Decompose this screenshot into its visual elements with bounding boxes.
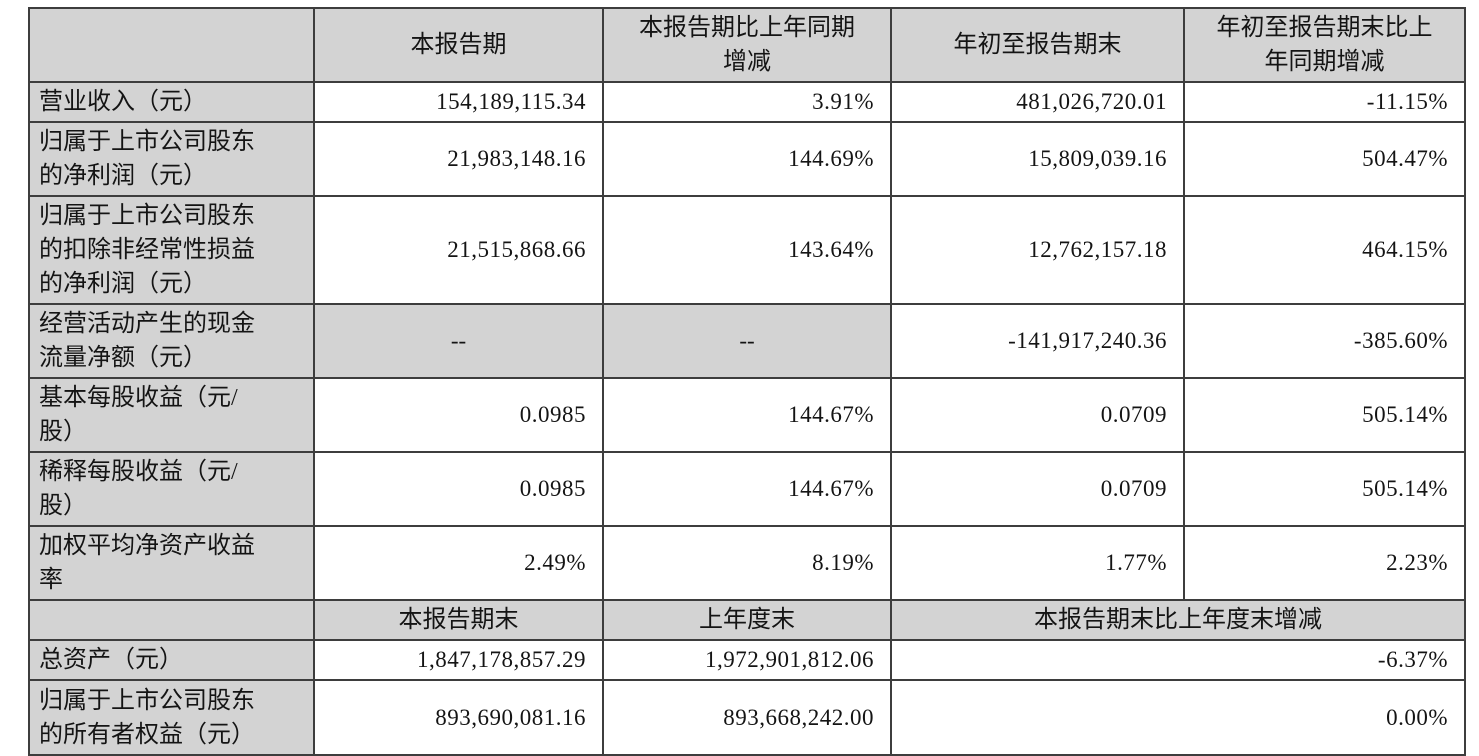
row-label-net-profit-deducted: 归属于上市公司股东 的扣除非经常性损益 的净利润（元）	[28, 195, 315, 305]
row-label-net-profit: 归属于上市公司股东 的净利润（元）	[28, 121, 315, 197]
cell-basic-eps-ytd-yoy: 505.14%	[1183, 377, 1466, 453]
cell-diluted-eps-current: 0.0985	[313, 451, 604, 527]
cell-basic-eps-current-yoy: 144.67%	[602, 377, 892, 453]
table-row: 加权平均净资产收益 率 2.49% 8.19% 1.77% 2.23%	[28, 525, 1466, 601]
cell-equity-prev-year-end: 893,668,242.00	[602, 679, 892, 756]
table-header-row: 本报告期 本报告期比上年同期 增减 年初至报告期末 年初至报告期末比上 年同期增…	[28, 7, 1466, 83]
table-subheader-row: 本报告期末 上年度末 本报告期末比上年度末增减	[28, 599, 1466, 641]
cell-net-profit-ytd: 15,809,039.16	[890, 121, 1185, 197]
cell-diluted-eps-ytd: 0.0709	[890, 451, 1185, 527]
table-row: 归属于上市公司股东 的净利润（元） 21,983,148.16 144.69% …	[28, 121, 1466, 197]
cell-revenue-ytd: 481,026,720.01	[890, 81, 1185, 123]
cell-net-profit-deducted-current: 21,515,868.66	[313, 195, 604, 305]
row-label-diluted-eps: 稀释每股收益（元/ 股）	[28, 451, 315, 527]
table-row: 营业收入（元） 154,189,115.34 3.91% 481,026,720…	[28, 81, 1466, 123]
header-ytd: 年初至报告期末	[890, 7, 1185, 83]
subheader-change: 本报告期末比上年度末增减	[890, 599, 1466, 641]
cell-revenue-current: 154,189,115.34	[313, 81, 604, 123]
row-label-equity: 归属于上市公司股东 的所有者权益（元）	[28, 679, 315, 756]
header-corner-cell	[28, 7, 315, 83]
cell-revenue-current-yoy: 3.91%	[602, 81, 892, 123]
header-current-period-yoy: 本报告期比上年同期 增减	[602, 7, 892, 83]
row-label-weighted-roe: 加权平均净资产收益 率	[28, 525, 315, 601]
cell-diluted-eps-ytd-yoy: 505.14%	[1183, 451, 1466, 527]
cell-equity-change: 0.00%	[890, 679, 1466, 756]
cell-total-assets-prev-year-end: 1,972,901,812.06	[602, 639, 892, 681]
header-current-period: 本报告期	[313, 7, 604, 83]
cell-operating-cash-flow-current: --	[313, 303, 604, 379]
financial-summary-table: 本报告期 本报告期比上年同期 增减 年初至报告期末 年初至报告期末比上 年同期增…	[28, 7, 1466, 756]
table-row: 归属于上市公司股东 的扣除非经常性损益 的净利润（元） 21,515,868.6…	[28, 195, 1466, 305]
cell-basic-eps-ytd: 0.0709	[890, 377, 1185, 453]
cell-basic-eps-current: 0.0985	[313, 377, 604, 453]
cell-total-assets-period-end: 1,847,178,857.29	[313, 639, 604, 681]
row-label-basic-eps: 基本每股收益（元/ 股）	[28, 377, 315, 453]
table-row: 经营活动产生的现金 流量净额（元） -- -- -141,917,240.36 …	[28, 303, 1466, 379]
cell-equity-period-end: 893,690,081.16	[313, 679, 604, 756]
cell-net-profit-deducted-current-yoy: 143.64%	[602, 195, 892, 305]
cell-net-profit-current-yoy: 144.69%	[602, 121, 892, 197]
cell-net-profit-deducted-ytd-yoy: 464.15%	[1183, 195, 1466, 305]
subheader-period-end: 本报告期末	[313, 599, 604, 641]
cell-weighted-roe-current-yoy: 8.19%	[602, 525, 892, 601]
cell-revenue-ytd-yoy: -11.15%	[1183, 81, 1466, 123]
cell-net-profit-deducted-ytd: 12,762,157.18	[890, 195, 1185, 305]
cell-weighted-roe-current: 2.49%	[313, 525, 604, 601]
cell-operating-cash-flow-ytd-yoy: -385.60%	[1183, 303, 1466, 379]
subheader-corner-cell	[28, 599, 315, 641]
cell-weighted-roe-ytd: 1.77%	[890, 525, 1185, 601]
cell-net-profit-current: 21,983,148.16	[313, 121, 604, 197]
table-row: 归属于上市公司股东 的所有者权益（元） 893,690,081.16 893,6…	[28, 679, 1466, 756]
cell-total-assets-change: -6.37%	[890, 639, 1466, 681]
table-row: 稀释每股收益（元/ 股） 0.0985 144.67% 0.0709 505.1…	[28, 451, 1466, 527]
cell-diluted-eps-current-yoy: 144.67%	[602, 451, 892, 527]
cell-net-profit-ytd-yoy: 504.47%	[1183, 121, 1466, 197]
cell-operating-cash-flow-current-yoy: --	[602, 303, 892, 379]
table-row: 基本每股收益（元/ 股） 0.0985 144.67% 0.0709 505.1…	[28, 377, 1466, 453]
cell-operating-cash-flow-ytd: -141,917,240.36	[890, 303, 1185, 379]
header-ytd-yoy: 年初至报告期末比上 年同期增减	[1183, 7, 1466, 83]
row-label-operating-cash-flow: 经营活动产生的现金 流量净额（元）	[28, 303, 315, 379]
row-label-revenue: 营业收入（元）	[28, 81, 315, 123]
cell-weighted-roe-ytd-yoy: 2.23%	[1183, 525, 1466, 601]
table-row: 总资产（元） 1,847,178,857.29 1,972,901,812.06…	[28, 639, 1466, 681]
row-label-total-assets: 总资产（元）	[28, 639, 315, 681]
subheader-prev-year-end: 上年度末	[602, 599, 892, 641]
